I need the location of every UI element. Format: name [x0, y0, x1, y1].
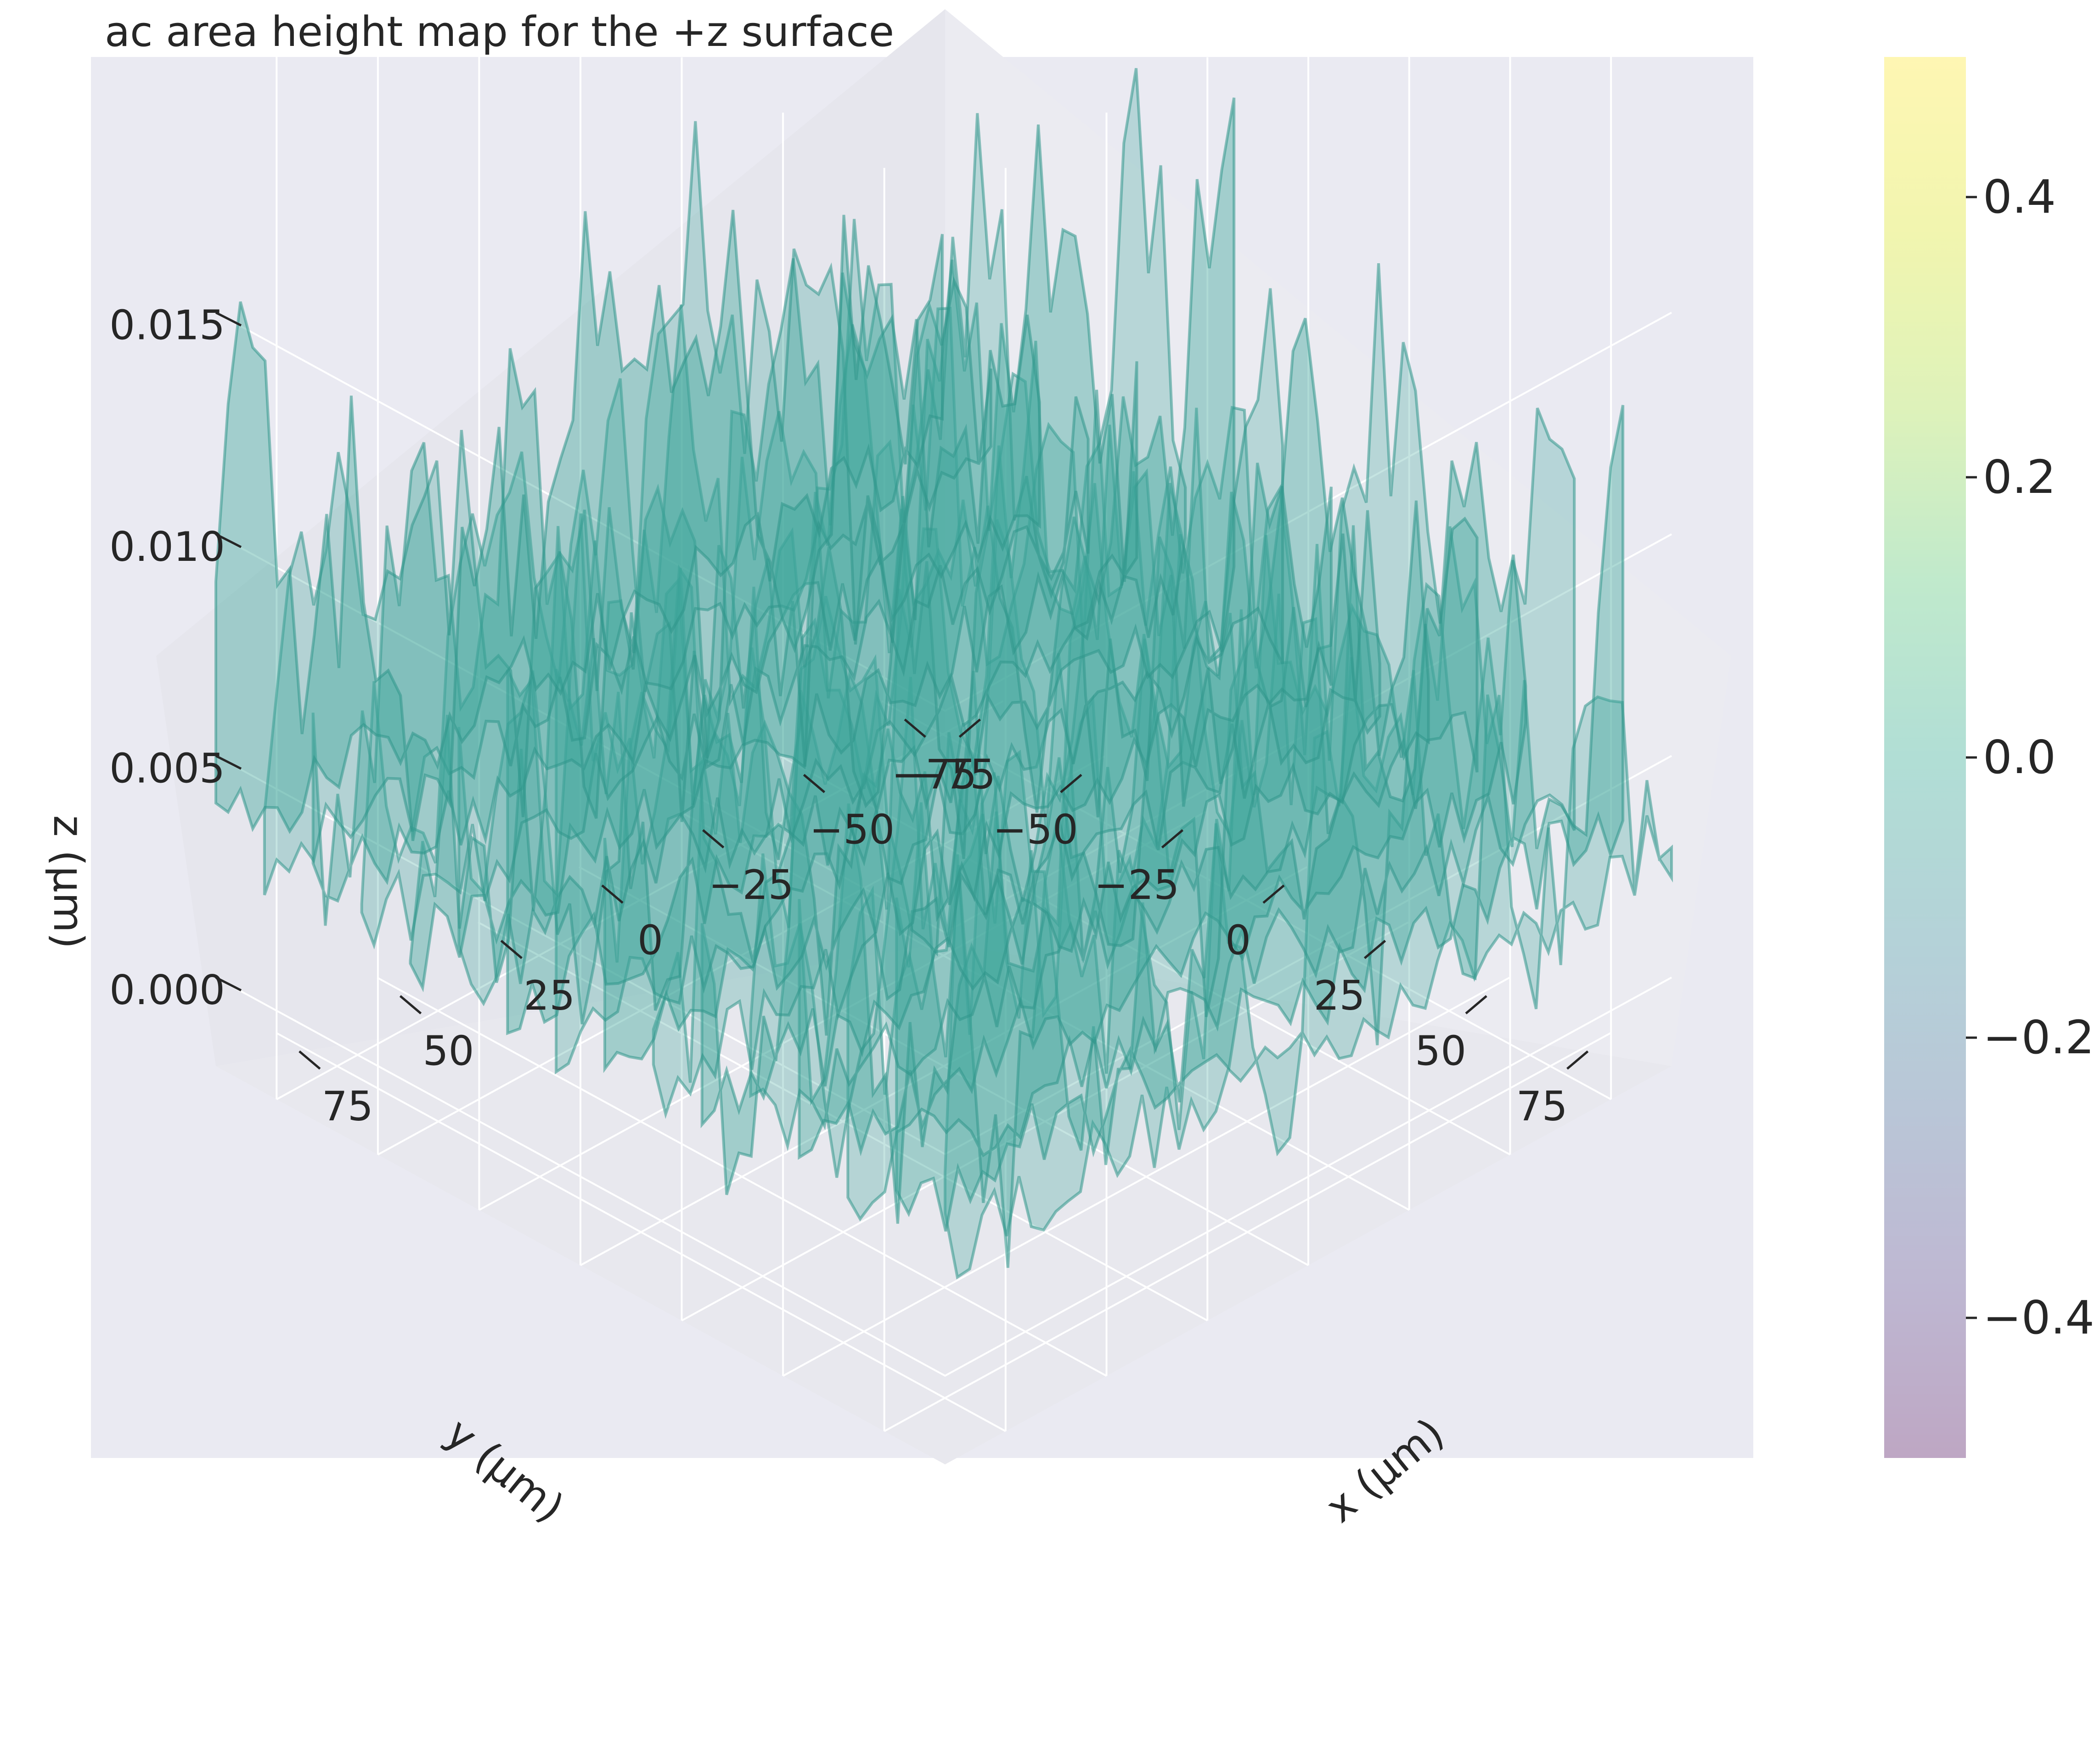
y-tick-mark [1060, 774, 1082, 793]
back-right-pane [945, 9, 1731, 1066]
floor-gridline-y [479, 811, 1206, 1211]
floor-gridline-y [884, 1032, 1611, 1432]
y-tick-label: 0 [1225, 917, 1251, 964]
pane-gridline-z [215, 311, 1672, 712]
colorbar-tick-label: 0.2 [1983, 450, 2056, 504]
y-tick-label: 50 [1415, 1027, 1466, 1074]
y-tick-label: −25 [1094, 861, 1180, 909]
y-tick-label: −50 [993, 806, 1078, 853]
x-tick-label: −50 [810, 806, 895, 853]
y-tick-mark [958, 718, 981, 738]
y-tick-label: 25 [1314, 972, 1365, 1019]
x-tick-mark [399, 995, 422, 1015]
y-tick-mark [1161, 829, 1184, 848]
z-tick-label: 0.010 [109, 523, 225, 571]
x-tick-label: −75 [910, 751, 996, 798]
colorbar-tick-label: 0.4 [1983, 170, 2056, 224]
x-tick-mark [601, 884, 624, 904]
surface-strip [214, 209, 944, 842]
surface-strip [457, 68, 1187, 1025]
x-tick-mark [298, 1050, 321, 1070]
colorbar-ticks: −0.4 −0.2 0.0 0.2 0.4 [1966, 170, 2094, 1345]
back-left-pane [156, 9, 945, 1066]
floor-gridline-y [580, 866, 1307, 1266]
y-tick-mark [1363, 940, 1386, 959]
surface-strip [798, 442, 1527, 1224]
surface-strip [263, 121, 992, 896]
z-axis-label: z (μm) [44, 815, 92, 949]
z-tick-label: 0.000 [109, 966, 225, 1014]
y-tick-label: 75 [1516, 1083, 1568, 1130]
surface-strip [311, 258, 1041, 926]
x-tick-label: −25 [709, 861, 794, 909]
x-tick-mark [500, 940, 523, 959]
surface-strip [652, 390, 1381, 1119]
colorbar-tick-label: 0.0 [1983, 730, 2056, 784]
axis-ticks: −75 −50 −25 0 25 50 75 −75 −50 −25 0 25 50 75 0.000 0.0… [109, 302, 1589, 1130]
z-tick-label: 0.015 [109, 302, 225, 349]
colorbar-tick-label: −0.4 [1983, 1291, 2094, 1345]
colorbar-tick-label: −0.2 [1983, 1011, 2094, 1064]
x-tick-mark [803, 774, 826, 793]
y-tick-label: −75 [891, 751, 977, 798]
x-tick-mark [904, 718, 926, 738]
surface-strip [603, 340, 1333, 1073]
floor-gridline-y [783, 977, 1510, 1377]
chart-title: ac area height map for the +z surface [105, 8, 894, 56]
y-tick-mark [1566, 1050, 1589, 1070]
x-tick-label: 50 [423, 1027, 474, 1074]
x-tick-label: 75 [322, 1083, 373, 1130]
z-tick-label: 0.005 [109, 745, 225, 792]
y-tick-mark [1262, 884, 1285, 904]
x-tick-label: 25 [524, 972, 575, 1019]
z-tick-mark [215, 533, 242, 548]
x-tick-mark [702, 829, 725, 848]
colorbar: −0.4 −0.2 0.0 0.2 0.4 [1884, 57, 2094, 1458]
x-tick-label: 0 [637, 917, 663, 964]
z-tick-mark [215, 755, 242, 770]
z-tick-mark [215, 976, 242, 992]
surface-strip [846, 407, 1576, 1268]
height-surface [214, 68, 1673, 1280]
surface-strip [360, 113, 1090, 950]
colorbar-body [1884, 57, 1966, 1458]
z-tick-mark [215, 311, 242, 327]
y-tick-mark [1465, 995, 1487, 1015]
pane-gridline-z [215, 977, 1672, 1377]
floor-gridline-y [681, 921, 1409, 1322]
